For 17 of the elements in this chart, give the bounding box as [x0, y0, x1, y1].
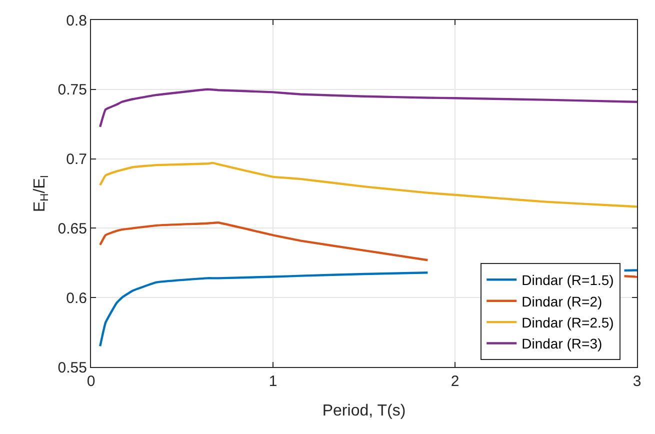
x-tick-label: 3	[632, 373, 642, 390]
legend-label: Dindar (R=2.5)	[522, 314, 614, 331]
y-tick-label: 0.8	[66, 12, 87, 30]
line-series	[99, 162, 637, 208]
y-tick-label: 0.7	[66, 151, 87, 168]
y-tick-label: 0.65	[58, 220, 87, 238]
legend-label: Dindar (R=1.5)	[522, 272, 614, 288]
legend-label: Dindar (R=2)	[522, 293, 602, 310]
x-axis-title: Period, T(s)	[322, 402, 406, 420]
x-tick-label: 0	[86, 373, 96, 390]
x-tick-label: 2	[450, 373, 460, 390]
y-tick-label: 0.75	[58, 82, 87, 99]
y-tick-label: 0.6	[66, 290, 87, 307]
x-tick-label: 1	[268, 373, 278, 390]
line-series	[99, 88, 637, 128]
legend-label: Dindar (R=3)	[522, 336, 602, 352]
y-tick-label: 0.55	[58, 359, 87, 376]
